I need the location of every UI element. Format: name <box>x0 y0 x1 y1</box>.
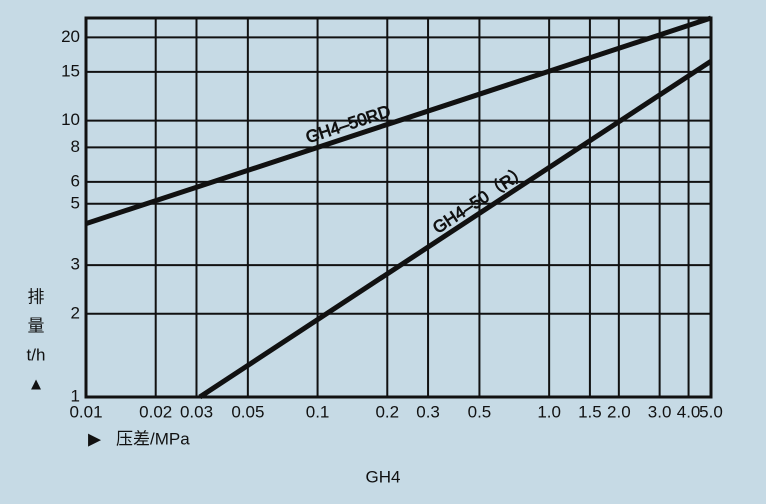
y-axis-label: t/h <box>27 345 46 364</box>
y-tick-label: 2 <box>71 303 80 322</box>
x-tick-label: 1.5 <box>578 402 602 421</box>
plot-frame <box>84 16 713 399</box>
x-tick-label: 0.5 <box>468 402 492 421</box>
line <box>198 59 713 400</box>
y-tick-label: 20 <box>61 27 80 46</box>
x-tick-label: 0.02 <box>139 402 172 421</box>
x-axis-label: 压差/MPa <box>116 429 190 448</box>
x-tick-label: 0.05 <box>231 402 264 421</box>
y-tick-label: 3 <box>71 255 80 274</box>
y-tick-label: 10 <box>61 110 80 129</box>
x-tick-label: 0.2 <box>375 402 399 421</box>
y-tick-label: 1 <box>71 386 80 405</box>
y-axis-label: 排 <box>28 287 45 306</box>
line <box>85 15 712 226</box>
y-tick-label: 8 <box>71 137 80 156</box>
x-tick-label: 0.3 <box>416 402 440 421</box>
x-arrow: ▶ <box>88 429 102 448</box>
x-tick-label: 0.03 <box>180 402 213 421</box>
y-arrow: ▲ <box>28 374 45 393</box>
chart-title: GH4 <box>366 467 401 486</box>
x-tick-label: 5.0 <box>699 402 723 421</box>
x-tick-label: 1.0 <box>537 402 561 421</box>
x-tick-label: 3.0 <box>648 402 672 421</box>
x-tick-label: 0.1 <box>306 402 330 421</box>
x-tick-label: 0.01 <box>69 402 102 421</box>
x-tick-label: 4.0 <box>677 402 701 421</box>
y-axis-label: 量 <box>28 316 45 335</box>
y-tick-label: 15 <box>61 61 80 80</box>
x-tick-label: 2.0 <box>607 402 631 421</box>
y-tick-label: 5 <box>71 193 80 212</box>
y-tick-label: 6 <box>71 171 80 190</box>
